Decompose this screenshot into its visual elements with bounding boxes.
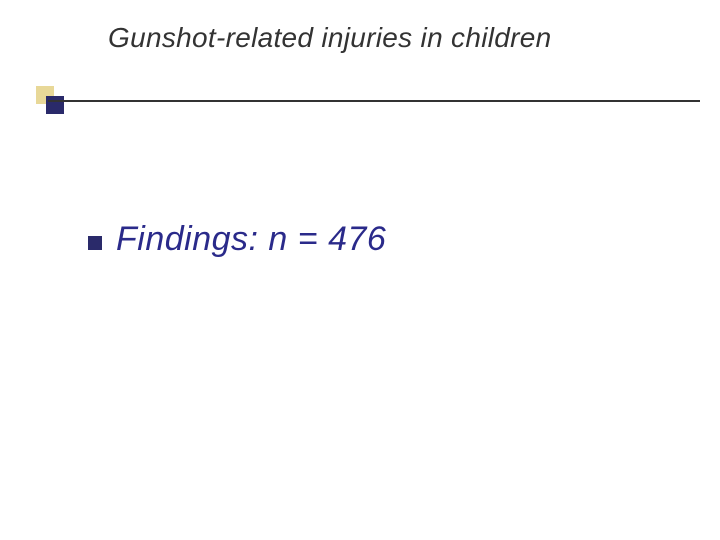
title-divider: [48, 100, 700, 102]
decoration-square-navy: [46, 96, 64, 114]
bullet-icon: [88, 236, 102, 250]
findings-body-text: Findings: n = 476: [116, 220, 386, 259]
slide-container: Gunshot-related injuries in children Fin…: [0, 0, 720, 540]
slide-title: Gunshot-related injuries in children: [108, 22, 551, 54]
